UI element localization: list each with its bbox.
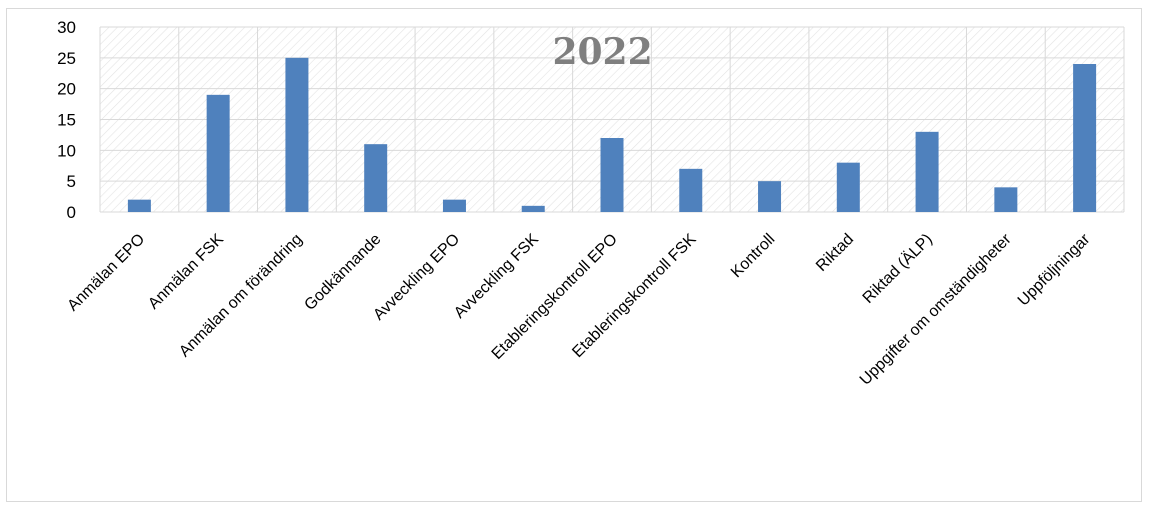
x-tick-label: Avveckling EPO — [370, 231, 463, 324]
y-tick-label: 10 — [57, 141, 76, 160]
x-tick-label: Riktad (ÄLP) — [859, 230, 936, 307]
bar[interactable] — [836, 162, 860, 212]
bar[interactable] — [285, 57, 309, 213]
y-tick-label: 30 — [57, 18, 76, 37]
x-tick-label: Etableringskontroll EPO — [489, 231, 621, 363]
x-tick-label: Uppföljningar — [1015, 230, 1094, 309]
x-tick-label: Riktad — [813, 231, 857, 275]
y-tick-label: 0 — [67, 203, 76, 222]
y-tick-label: 20 — [57, 80, 76, 99]
x-tick-label: Anmälan FSK — [145, 231, 227, 313]
chart-title: 2022 — [552, 31, 652, 73]
y-tick-label: 15 — [57, 111, 76, 130]
y-tick-label: 5 — [67, 172, 76, 191]
bar[interactable] — [679, 168, 703, 212]
bar[interactable] — [521, 205, 545, 212]
y-tick-label: 25 — [57, 49, 76, 68]
bar[interactable] — [758, 181, 782, 212]
bar[interactable] — [364, 144, 388, 212]
bar[interactable] — [994, 187, 1018, 212]
bar[interactable] — [600, 138, 624, 212]
bar[interactable] — [206, 94, 230, 212]
bar[interactable] — [1073, 64, 1097, 212]
x-tick-label: Anmälan EPO — [64, 231, 148, 315]
x-tick-label: Avveckling FSK — [451, 231, 542, 322]
bar[interactable] — [127, 199, 151, 212]
bar[interactable] — [442, 199, 466, 212]
x-tick-label: Godkännande — [301, 231, 384, 314]
x-tick-label: Uppgifter om omständigheter — [857, 230, 1015, 388]
bar[interactable] — [915, 131, 939, 212]
x-tick-label: Kontroll — [728, 231, 778, 281]
